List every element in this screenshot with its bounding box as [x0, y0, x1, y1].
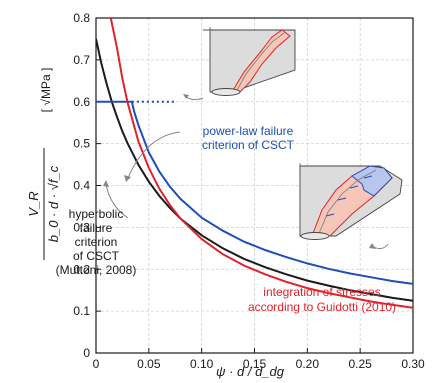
annotation-black-line: failure: [80, 221, 113, 235]
x-tick-label: 0.20: [296, 357, 320, 371]
slab-inset-sketches: [183, 27, 403, 250]
x-axis-label: ψ · d / d_dg: [216, 364, 285, 379]
x-tick-label: 0.30: [401, 357, 425, 371]
x-tick-label: 0.15: [243, 357, 267, 371]
annotation-blue-line: power-law failure: [203, 124, 294, 138]
series-line-red: [109, 18, 413, 309]
y-axis-label-numerator: V_R: [26, 191, 41, 216]
x-tick-label: 0: [93, 357, 100, 371]
y-axis-label-denominator: b_0 · d · √f_c: [46, 165, 61, 242]
annotation-black-line: hyperbolic: [69, 207, 124, 221]
y-tick-label: 0.6: [73, 95, 90, 109]
x-tick-label: 0.25: [348, 357, 372, 371]
series-line-blue: [96, 100, 413, 285]
slab-inset-lower: [299, 163, 403, 250]
y-axis-label-unit: [ √MPa ]: [39, 68, 53, 113]
series-group: [96, 18, 413, 309]
axes: [95, 17, 414, 354]
annotation-black-line: (Muttoni, 2008): [56, 263, 137, 277]
tick-labels: 0 0.05 0.10 0.15 0.20 0.25 0.30 0 0.1 0.2 0.3 0.4 0.…: [73, 11, 425, 371]
y-tick-label: 0.1: [73, 304, 90, 318]
annotation-blue-line: criterion of CSCT: [202, 138, 295, 152]
y-tick-label: 0.8: [73, 11, 90, 25]
x-tick-label: 0.10: [190, 357, 214, 371]
slab-inset-upper: [183, 27, 296, 101]
y-tick-label: 0.3: [73, 220, 90, 234]
y-axis-label: V_R b_0 · d · √f_c [ √MPa ]: [26, 68, 61, 260]
annotation-black-line: criterion: [75, 235, 118, 249]
annotation-arrowhead-blue: [124, 175, 131, 182]
annotation-leader-blue: [127, 131, 181, 179]
y-tick-label: 0.7: [73, 53, 90, 67]
axis-labels: ψ · d / d_dg V_R b_0 · d · √f_c [ √MPa ]: [26, 68, 285, 379]
y-tick-label: 0.4: [73, 179, 90, 193]
annotation-red-line: integration of stresses: [263, 285, 380, 299]
annotation-black-line: of CSCT: [73, 249, 120, 263]
annotation-red-line: according to Guidotti (2010): [248, 300, 396, 314]
annotation-arrowhead-black: [103, 180, 109, 187]
y-tick-label: 0: [83, 346, 90, 360]
plot-frame: [95, 17, 414, 354]
y-tick-label: 0.2: [73, 262, 90, 276]
y-tick-label: 0.5: [73, 137, 90, 151]
annotation-leader-black: [105, 183, 129, 219]
x-tick-label: 0.05: [137, 357, 161, 371]
